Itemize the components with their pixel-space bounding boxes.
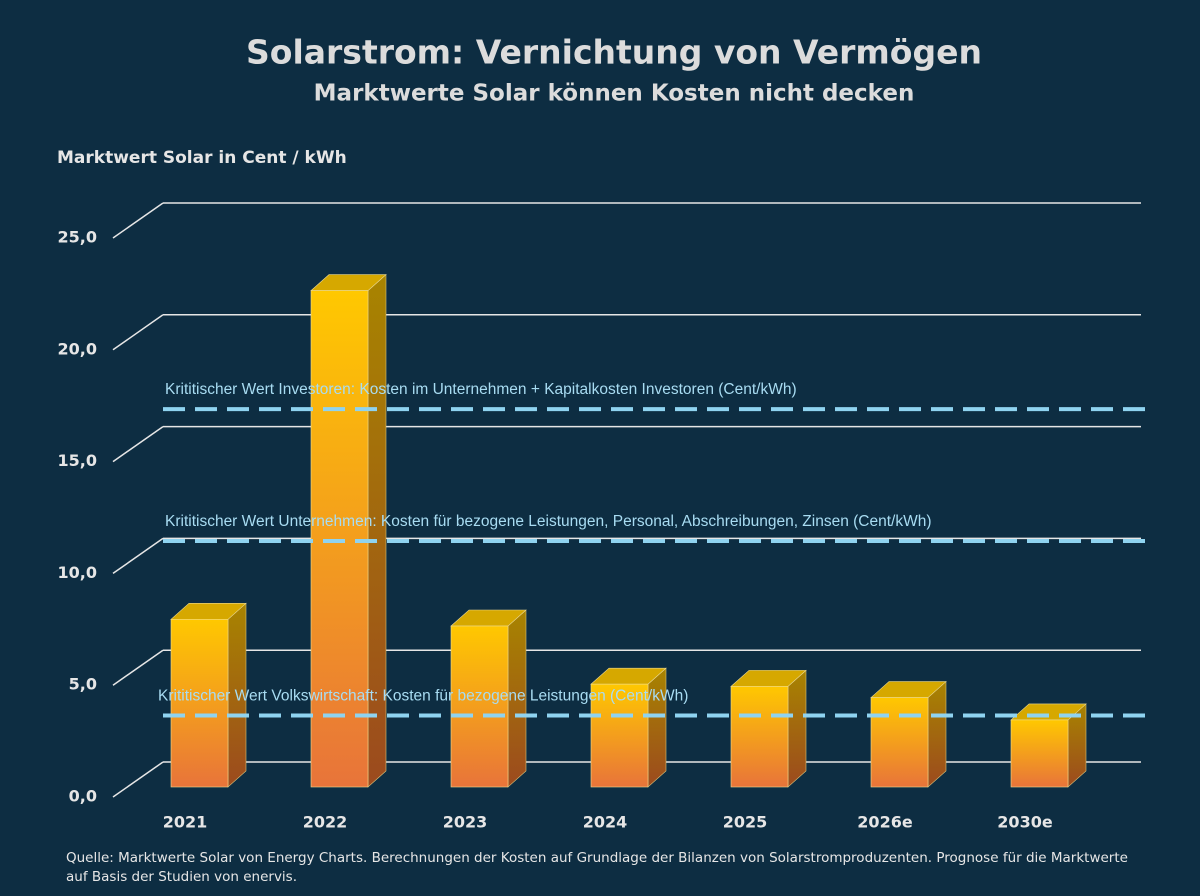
bar-side xyxy=(927,680,947,788)
bar xyxy=(1010,719,1069,788)
source-note: Quelle: Marktwerte Solar von Energy Char… xyxy=(66,850,1128,885)
chart-title: Solarstrom: Vernichtung von Vermögen xyxy=(246,33,982,72)
bar xyxy=(730,686,789,788)
x-tick-label: 2025 xyxy=(723,813,768,832)
x-tick-label: 2030e xyxy=(997,813,1053,832)
grid-line-depth xyxy=(112,649,164,686)
bar xyxy=(450,625,509,788)
bar xyxy=(310,290,369,788)
chart-subtitle: Marktwerte Solar können Kosten nicht dec… xyxy=(314,81,915,107)
x-tick-label: 2024 xyxy=(583,813,628,832)
grid-line-depth xyxy=(112,425,164,463)
bar-side xyxy=(787,669,807,788)
y-axis-label: Marktwert Solar in Cent / kWh xyxy=(57,148,347,168)
y-tick-label: 20,0 xyxy=(58,339,97,358)
grid-line-depth xyxy=(112,202,164,239)
reference-label: Krititischer Wert Unternehmen: Kosten fü… xyxy=(165,513,932,530)
x-tick-label: 2022 xyxy=(303,813,348,832)
bar xyxy=(170,618,229,788)
grid-line-depth xyxy=(112,537,164,575)
y-tick-label: 0,0 xyxy=(69,787,97,806)
bar xyxy=(590,683,649,788)
grid-line-depth xyxy=(112,761,164,798)
y-tick-label: 10,0 xyxy=(58,563,97,582)
y-tick-label: 5,0 xyxy=(69,675,97,694)
grid-line-depth xyxy=(112,314,164,351)
reference-label: Krititischer Wert Investoren: Kosten im … xyxy=(165,381,797,398)
bar-side xyxy=(647,667,667,788)
x-tick-label: 2021 xyxy=(163,813,208,832)
x-tick-label: 2023 xyxy=(443,813,488,832)
bar-side xyxy=(367,273,387,788)
reference-label: Krititischer Wert Volkswirtschaft: Koste… xyxy=(158,688,688,705)
y-tick-label: 25,0 xyxy=(58,228,97,247)
y-tick-label: 15,0 xyxy=(58,451,97,470)
x-tick-label: 2026e xyxy=(857,813,913,832)
bar xyxy=(870,697,929,788)
